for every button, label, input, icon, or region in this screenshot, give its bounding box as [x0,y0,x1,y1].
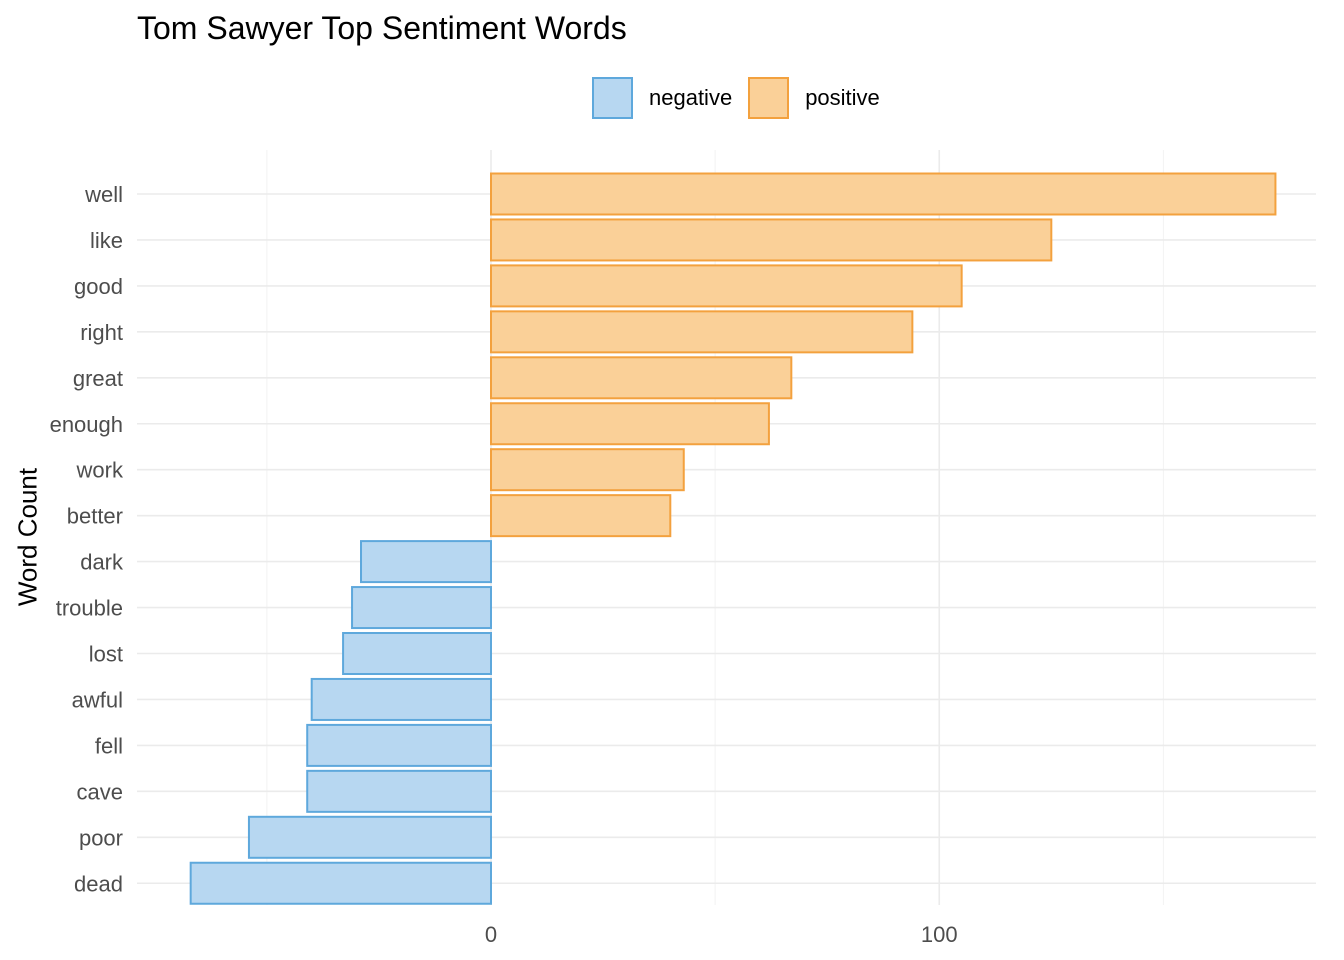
legend-label-positive: positive [805,85,880,110]
bar-cave [306,769,492,813]
bar-awful [310,677,493,721]
bar-great [490,356,793,400]
y-tick-label-poor: poor [79,825,123,850]
y-tick-label-enough: enough [50,412,123,437]
chart-title: Tom Sawyer Top Sentiment Words [137,10,627,46]
x-tick-label: 0 [485,922,497,947]
y-tick-label-great: great [73,366,123,391]
legend-label-negative: negative [649,85,733,110]
legend: negative positive [592,77,896,119]
y-tick-label-right: right [80,320,123,345]
legend-swatch-negative [592,77,633,119]
y-tick-label-better: better [67,504,123,529]
bar-better [490,494,672,538]
y-tick-label-lost: lost [89,642,123,667]
bar-work [490,448,685,492]
y-tick-label-fell: fell [95,733,123,758]
bar-enough [490,402,770,446]
bar-well [490,172,1277,216]
y-tick-label-trouble: trouble [56,596,123,621]
legend-item-positive: positive [748,77,880,119]
bar-trouble [351,586,493,630]
bar-fell [306,723,492,767]
y-tick-label-dark: dark [80,550,124,575]
y-tick-label-good: good [74,274,123,299]
bar-good [490,264,963,308]
bar-right [490,310,914,354]
y-tick-label-cave: cave [77,779,123,804]
x-tick-label: 100 [921,922,958,947]
bar-poor [247,815,492,859]
y-tick-label-well: well [84,182,123,207]
y-tick-label-dead: dead [74,871,123,896]
bar-dark [360,540,492,584]
y-tick-label-awful: awful [72,687,123,712]
bar-like [490,218,1053,262]
bar-lost [342,632,493,675]
bar-dead [189,861,493,905]
y-tick-label-work: work [76,458,124,483]
y-tick-label-like: like [90,228,123,253]
legend-swatch-positive [748,77,790,119]
legend-item-negative: negative [592,77,732,119]
